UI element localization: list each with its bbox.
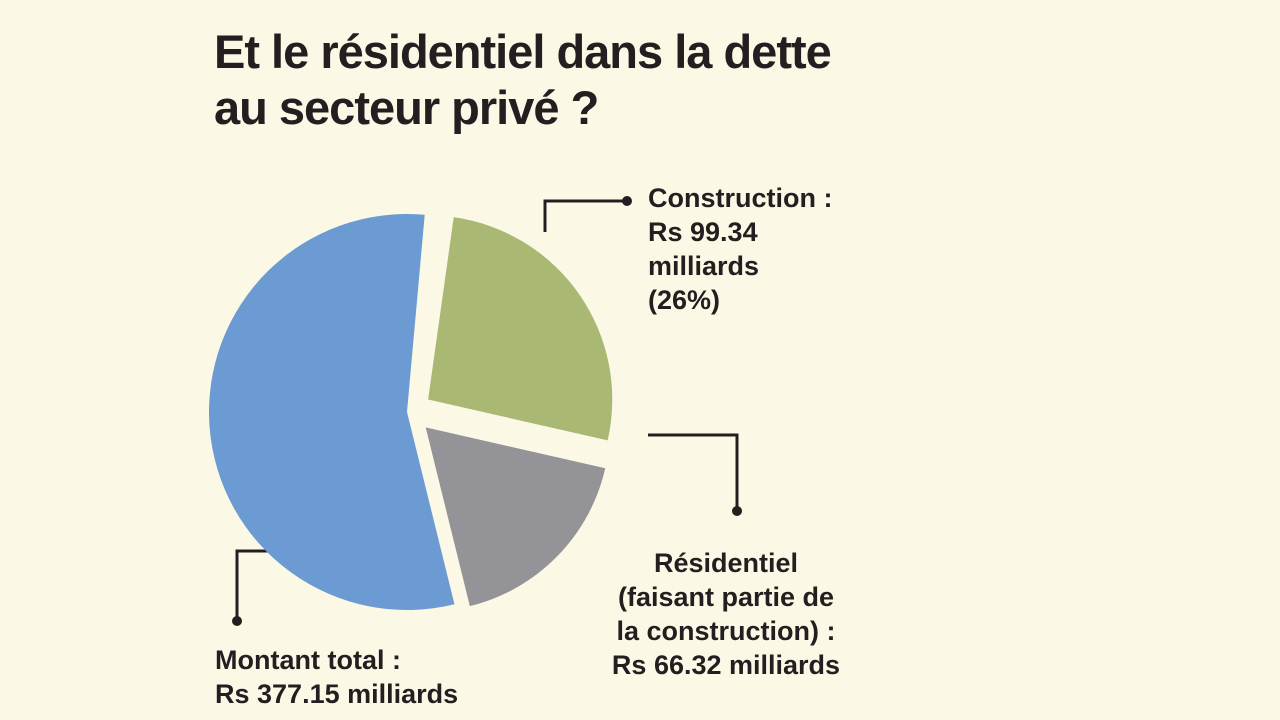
slice-label: Rs 66.32 milliards	[612, 650, 840, 680]
slice-label: Rs 377.15 milliards	[215, 679, 458, 709]
slice-label: la construction) :	[616, 616, 835, 646]
pie-slice	[208, 213, 455, 610]
slice-label: Rs 99.34	[648, 217, 758, 247]
slice-label: Construction :	[648, 183, 832, 213]
chart-title: Et le résidentiel dans la dette	[214, 25, 831, 78]
leader-dot	[732, 506, 742, 516]
pie-slice	[425, 427, 606, 607]
slice-label: Montant total :	[215, 645, 401, 675]
leader-dot	[622, 196, 632, 206]
leader-dots	[232, 196, 742, 626]
slice-label: (26%)	[648, 285, 720, 315]
pie-slice	[428, 217, 613, 441]
slice-label: milliards	[648, 251, 759, 281]
chart-title: au secteur privé ?	[214, 81, 598, 134]
leader-dot	[232, 616, 242, 626]
slice-label: Résidentiel	[654, 548, 798, 578]
leader-line	[543, 199, 627, 232]
slice-label: (faisant partie de	[618, 582, 834, 612]
leader-line	[648, 433, 739, 511]
